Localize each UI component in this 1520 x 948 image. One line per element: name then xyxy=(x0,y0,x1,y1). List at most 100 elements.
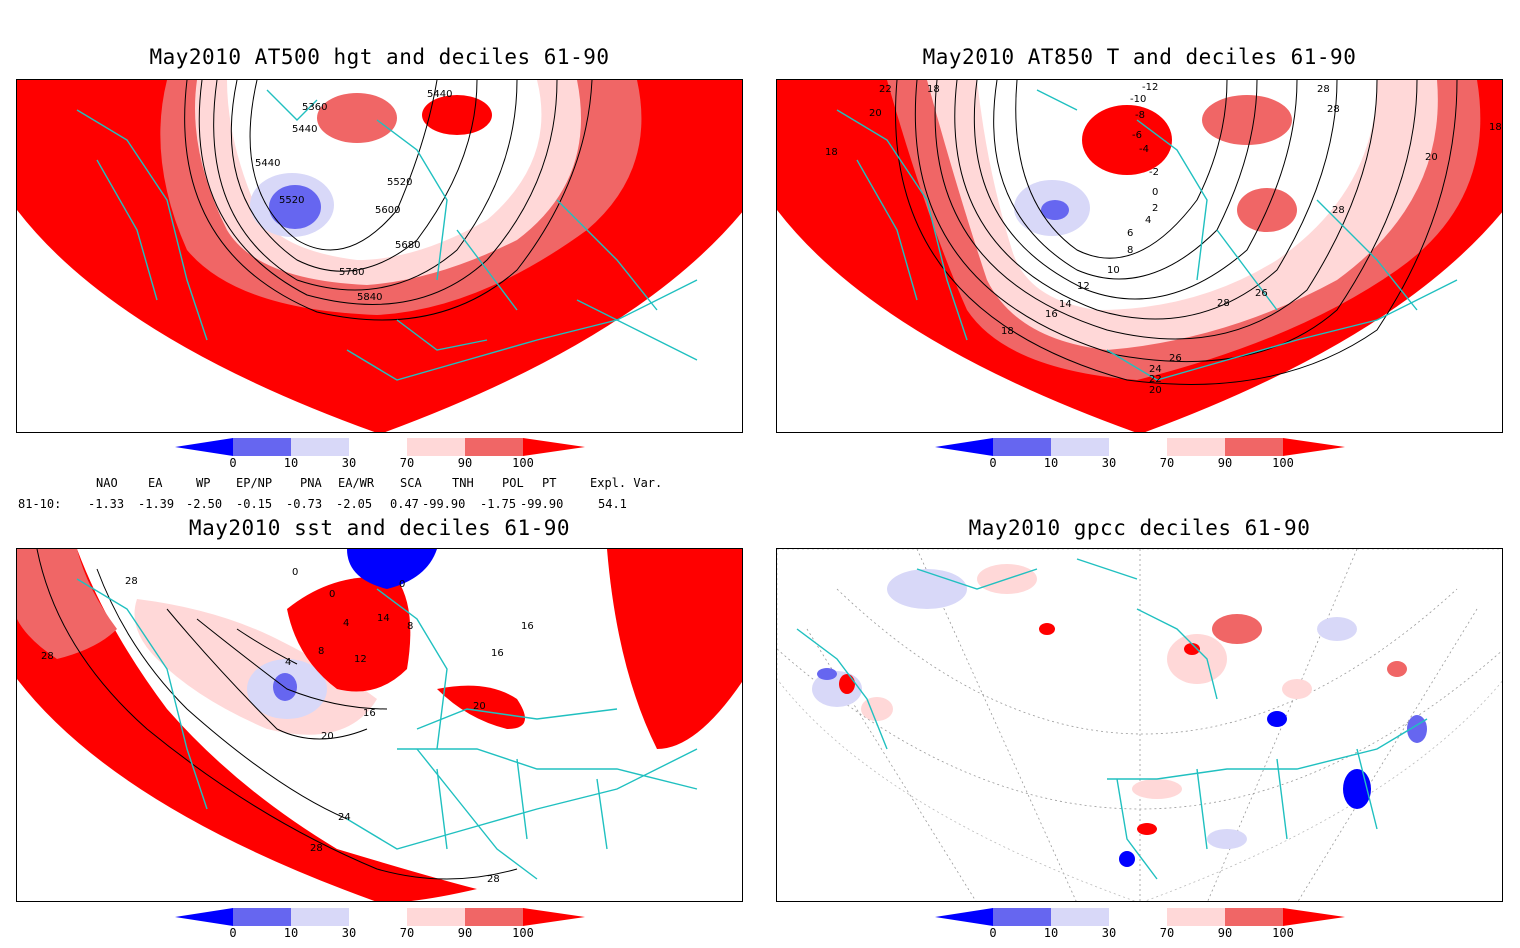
contour-label: -8 xyxy=(1135,110,1145,121)
contour-label: 10 xyxy=(1107,265,1120,276)
cbar-tick: 10 xyxy=(283,926,299,940)
cbar-segment-2 xyxy=(291,438,349,456)
cbar-segment-6 xyxy=(523,438,585,456)
contour-label: 5600 xyxy=(375,205,400,216)
cbar-tick: 100 xyxy=(512,456,534,470)
cbar-segment-3 xyxy=(1109,908,1167,926)
index-header: PT xyxy=(542,476,557,490)
index-value: -1.75 xyxy=(480,497,517,511)
contour-label: 18 xyxy=(825,147,838,158)
contour-label: 28 xyxy=(1332,205,1345,216)
contour-label: 20 xyxy=(1149,385,1162,396)
panel-title-at850: May2010 AT850 T and deciles 61-90 xyxy=(922,45,1357,69)
contour-label: 16 xyxy=(491,648,504,659)
graticule xyxy=(777,549,1502,901)
index-header: EA/WR xyxy=(338,476,375,490)
panel-title-at500: May2010 AT500 hgt and deciles 61-90 xyxy=(149,45,610,69)
contour-label: 5520 xyxy=(279,195,304,206)
cbar-tick: 0 xyxy=(229,456,237,470)
cbar-segment-6 xyxy=(523,908,585,926)
contour-label: 8 xyxy=(407,621,413,632)
cbar-segment-4 xyxy=(407,908,465,926)
contour-label: 12 xyxy=(354,654,367,665)
cbar-tick: 90 xyxy=(1217,456,1233,470)
index-value: -1.39 xyxy=(138,497,175,511)
contour-label: 5520 xyxy=(387,177,412,188)
contour-label: 28 xyxy=(1217,298,1230,309)
map-panel-at500: 5360 5440 5440 5440 5520 5520 5600 5680 … xyxy=(16,79,743,433)
index-value: -2.50 xyxy=(186,497,223,511)
cbar-segment-5 xyxy=(465,438,523,456)
colorbar-sst: 0 10 30 70 90 100 xyxy=(175,908,595,948)
colorbar-strip xyxy=(175,908,585,926)
contour-label: 18 xyxy=(927,84,940,95)
map-panel-at850: -12 -10 -8 -6 -4 -2 0 2 4 6 8 10 12 14 1… xyxy=(776,79,1503,433)
contour-label: -12 xyxy=(1142,82,1158,93)
contour-labels-sst: 28 28 0 0 0 4 4 8 8 12 14 16 16 16 20 20… xyxy=(41,567,534,885)
index-header: SCA xyxy=(400,476,422,490)
cbar-segment-1 xyxy=(993,908,1051,926)
cbar-segment-1 xyxy=(233,908,291,926)
cbar-tick: 30 xyxy=(1101,456,1117,470)
deciles-10 xyxy=(1041,200,1069,220)
index-value: -2.05 xyxy=(336,497,373,511)
contour-label: 28 xyxy=(41,651,54,662)
contour-label: -10 xyxy=(1130,94,1146,105)
cbar-segment-5 xyxy=(1225,438,1283,456)
index-header: POL xyxy=(502,476,524,490)
contour-label: 26 xyxy=(1169,353,1182,364)
cbar-tick: 0 xyxy=(989,456,997,470)
cbar-segment-0 xyxy=(935,438,993,456)
index-row-label: 81-10: xyxy=(18,497,62,511)
anomaly-cold-north xyxy=(347,549,437,589)
map-panel-sst: 28 28 0 0 0 4 4 8 8 12 14 16 16 16 20 20… xyxy=(16,548,743,902)
anomaly-northeast xyxy=(1202,95,1292,145)
anomaly-north xyxy=(1082,105,1172,175)
index-header: NAO xyxy=(96,476,118,490)
cbar-tick: 0 xyxy=(229,926,237,940)
cbar-tick: 30 xyxy=(1101,926,1117,940)
cbar-segment-1 xyxy=(993,438,1051,456)
contour-label: 8 xyxy=(1127,245,1133,256)
anomaly-mediterranean xyxy=(437,685,525,729)
contour-label: 5360 xyxy=(302,102,327,113)
contour-label: 8 xyxy=(318,646,324,657)
contour-label: 0 xyxy=(399,579,405,590)
sst-contours xyxy=(36,549,518,880)
cbar-tick: 90 xyxy=(1217,926,1233,940)
coastlines xyxy=(76,89,698,381)
cbar-tick: 70 xyxy=(1159,926,1175,940)
contour-label: 0 xyxy=(292,567,298,578)
cbar-tick: 10 xyxy=(1043,456,1059,470)
contour-label: 14 xyxy=(1059,299,1072,310)
contour-label: 20 xyxy=(321,731,334,742)
contour-label: 16 xyxy=(1045,309,1058,320)
contour-label: 20 xyxy=(1425,152,1438,163)
cbar-tick: 100 xyxy=(1272,926,1294,940)
deciles-10 xyxy=(269,185,321,229)
cbar-tick: 90 xyxy=(457,456,473,470)
height-contours xyxy=(184,80,593,321)
contour-label: 16 xyxy=(363,708,376,719)
contour-label: 12 xyxy=(1077,281,1090,292)
colorbar-strip xyxy=(935,438,1345,456)
contour-label: 24 xyxy=(1149,364,1162,375)
contour-label: -6 xyxy=(1132,130,1142,141)
cbar-segment-1 xyxy=(233,438,291,456)
cbar-tick: 100 xyxy=(1272,456,1294,470)
index-header: TNH xyxy=(452,476,474,490)
index-value: 0.47 xyxy=(390,497,419,511)
colorbar-strip xyxy=(175,438,585,456)
index-value: -99.90 xyxy=(422,497,466,511)
contour-label: 2 xyxy=(1152,203,1158,214)
map-sst: 28 28 0 0 0 4 4 8 8 12 14 16 16 16 20 20… xyxy=(17,549,742,901)
contour-label: 0 xyxy=(1152,187,1158,198)
contour-label: 5840 xyxy=(357,292,382,303)
coastlines xyxy=(796,558,1428,880)
contour-label: 5440 xyxy=(427,89,452,100)
contour-label: 26 xyxy=(1255,288,1268,299)
cbar-tick: 70 xyxy=(1159,456,1175,470)
cbar-segment-6 xyxy=(1283,438,1345,456)
cbar-segment-4 xyxy=(407,438,465,456)
